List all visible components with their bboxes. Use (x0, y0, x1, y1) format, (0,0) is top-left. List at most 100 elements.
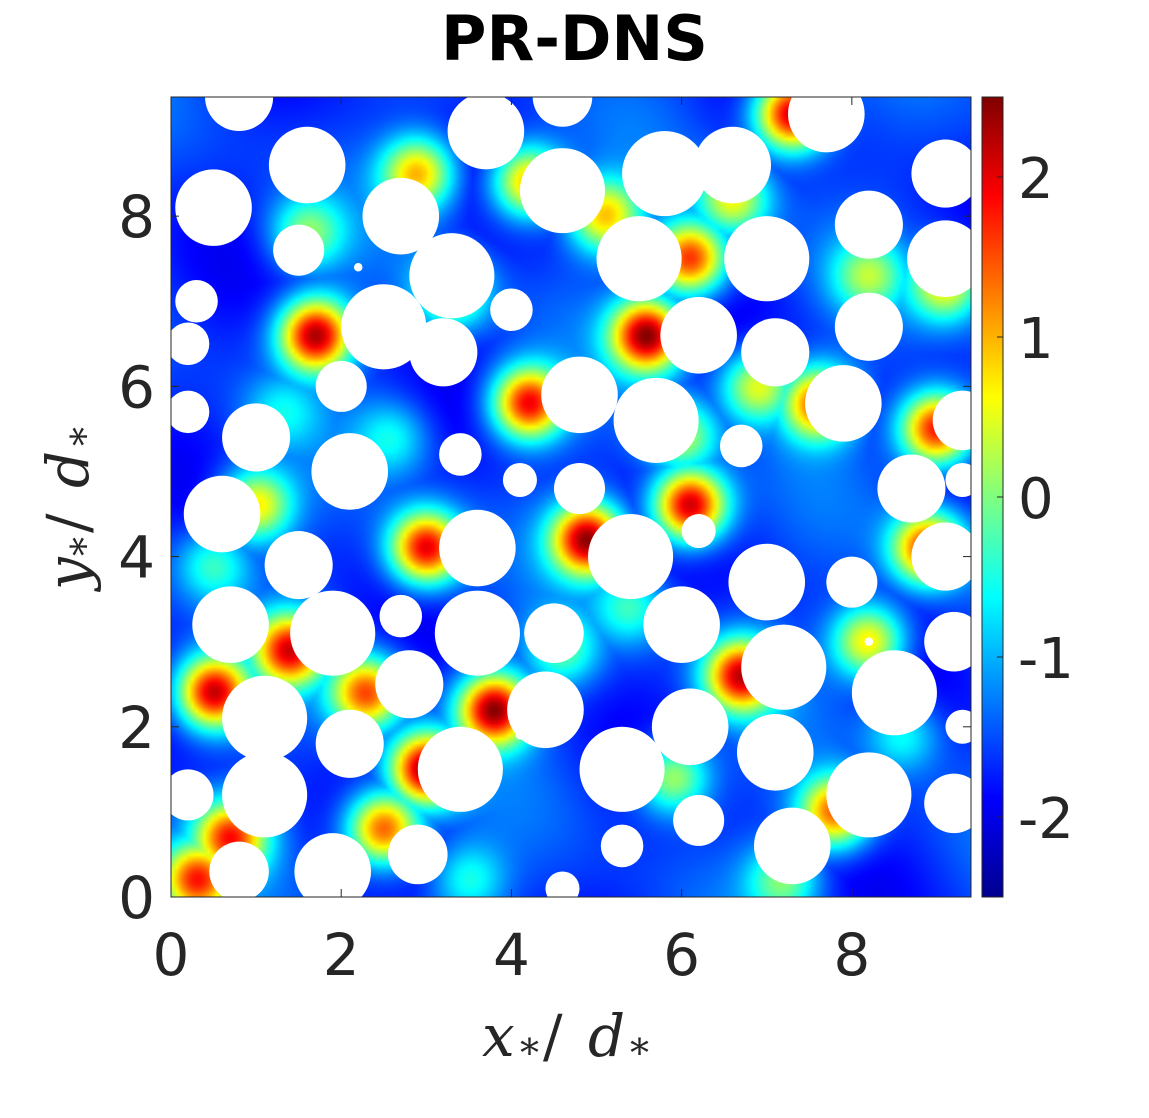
particle (222, 752, 308, 838)
particle-layer (171, 97, 971, 897)
particle (205, 97, 274, 132)
particle (541, 356, 618, 434)
x-tick-label: 8 (833, 921, 870, 989)
particle (171, 390, 210, 434)
y-label-slash: / (34, 513, 102, 533)
y-label-den: d (34, 451, 102, 488)
plot-frame (170, 96, 972, 898)
particle (834, 292, 903, 361)
particle (911, 522, 971, 591)
particle (924, 773, 971, 834)
y-label-den-sub: * (63, 427, 107, 446)
particle (681, 514, 716, 549)
particle (579, 726, 665, 812)
particle (673, 794, 725, 846)
x-tick-label: 4 (493, 921, 530, 989)
particle (724, 216, 810, 302)
x-axis-ticks: 0 2 4 6 8 (153, 97, 870, 989)
particle (736, 714, 814, 791)
particle (864, 637, 874, 646)
particle (209, 841, 269, 897)
particle (911, 139, 971, 208)
particle (294, 833, 371, 897)
particle (753, 807, 831, 885)
particle (877, 454, 946, 523)
particle (741, 624, 827, 710)
particle (651, 688, 729, 766)
x-label-sub: * (520, 1031, 539, 1075)
particle (434, 590, 520, 676)
particle (447, 97, 525, 170)
particle (643, 586, 720, 663)
particle (379, 594, 423, 638)
particle (826, 556, 878, 608)
colorbar-tick-label: -2 (1018, 787, 1074, 852)
particle (222, 675, 308, 761)
particle (353, 262, 363, 272)
particle (409, 318, 478, 387)
particle (507, 671, 584, 749)
y-tick-label: 8 (118, 183, 155, 251)
colorbar-tick-label: 1 (1018, 307, 1054, 372)
particle (907, 220, 971, 297)
particle (183, 475, 261, 553)
particle (826, 752, 912, 838)
particle (409, 233, 495, 319)
particle (600, 824, 644, 868)
particle (741, 318, 810, 387)
particle (290, 590, 376, 676)
y-tick-label: 2 (118, 694, 155, 762)
particle (588, 514, 674, 600)
x-label-den-sub: * (630, 1031, 649, 1075)
particle (417, 726, 503, 812)
colorbar-ticks: 2 1 0 -1 -2 (997, 147, 1074, 852)
particle (728, 543, 806, 621)
particle (315, 709, 384, 778)
particle (502, 462, 537, 497)
particle (175, 279, 218, 323)
particle (932, 390, 971, 451)
particle (945, 462, 971, 497)
particle (273, 224, 325, 276)
chart-title: PR-DNS (441, 2, 708, 75)
particle (388, 824, 448, 885)
particle (515, 731, 525, 740)
x-tick-label: 6 (663, 921, 700, 989)
colorbar-tick-label: -1 (1018, 627, 1074, 692)
particle (596, 216, 682, 302)
x-tick-label: 2 (323, 921, 360, 989)
colorbar: 2 1 0 -1 -2 (981, 96, 1074, 898)
particle (311, 433, 389, 510)
x-axis-label: x * / d * (482, 1002, 649, 1075)
particle (545, 871, 580, 897)
particle (834, 190, 903, 259)
particle (175, 169, 252, 246)
particle (532, 97, 593, 127)
y-label-var: y (34, 556, 102, 593)
x-tick-label: 0 (153, 921, 190, 989)
colorbar-tick-label: 0 (1018, 467, 1054, 532)
particle (315, 360, 367, 412)
particle (613, 377, 699, 463)
particle (805, 365, 882, 442)
particle (694, 126, 772, 204)
particle (439, 433, 482, 476)
particle (945, 709, 971, 744)
particle (341, 284, 427, 370)
colorbar-tick-label: 2 (1018, 147, 1054, 212)
particle (553, 462, 606, 515)
particle (192, 586, 269, 663)
y-tick-label: 6 (118, 353, 155, 421)
particle (268, 126, 346, 204)
x-label-slash: / (543, 1002, 563, 1070)
particle (171, 322, 210, 366)
plot-area (170, 96, 972, 898)
y-axis-ticks: 0 2 4 6 8 (118, 183, 971, 932)
particle (660, 297, 737, 374)
y-tick-label: 4 (118, 524, 155, 592)
particle (719, 424, 763, 468)
particle (171, 769, 214, 821)
particle (490, 288, 533, 332)
particle (439, 509, 516, 587)
particle (222, 403, 291, 472)
